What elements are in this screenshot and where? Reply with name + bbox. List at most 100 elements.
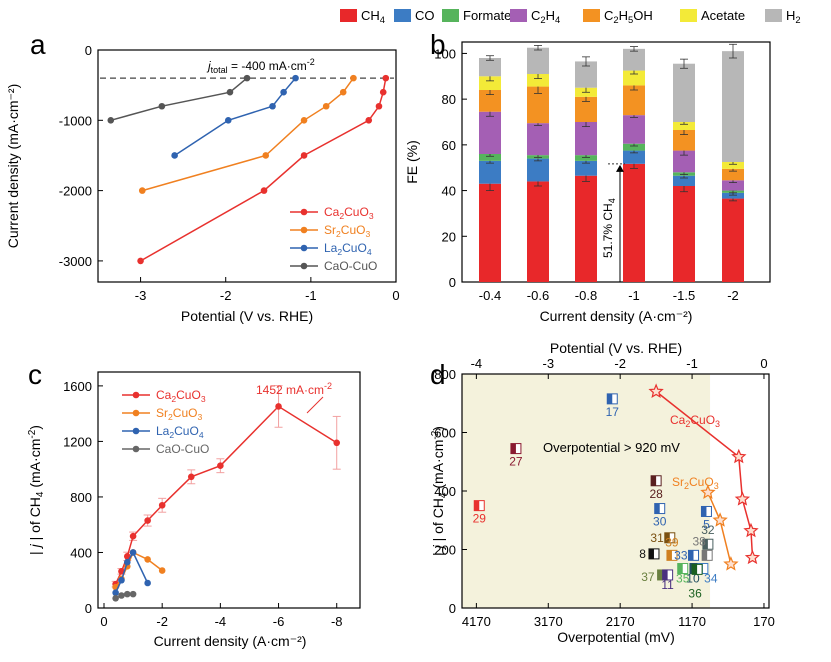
top-x-axis-label: Potential (V vs. RHE) xyxy=(550,340,682,356)
y-axis-label: FE (%) xyxy=(404,140,420,184)
x-tick-label: -0.8 xyxy=(575,288,597,303)
star-marker xyxy=(744,549,761,565)
x-tick-label: 0 xyxy=(392,288,399,303)
legend-marker xyxy=(132,427,140,435)
legend-marker xyxy=(132,409,140,417)
reference-marker-fill xyxy=(651,475,657,486)
y-tick-label: 0 xyxy=(85,43,92,58)
reference-marker-fill xyxy=(648,548,654,559)
y-tick-label: 60 xyxy=(442,138,456,153)
reference-label: 32 xyxy=(701,523,715,537)
shaded-region-label: Overpotential > 920 mV xyxy=(543,440,680,455)
y-tick-label: 20 xyxy=(442,229,456,244)
bar-segment xyxy=(479,160,501,184)
bar-segment xyxy=(673,150,695,173)
reference-marker-fill xyxy=(662,569,668,580)
x-axis-label: Overpotential (mV) xyxy=(557,629,674,645)
bar-segment xyxy=(722,198,744,282)
reference-label: 28 xyxy=(649,487,663,501)
x-tick-label: -4 xyxy=(215,614,227,629)
series-label-ca2cuo3: Ca2CuO3 xyxy=(670,413,720,429)
bar-segment xyxy=(479,90,501,112)
reference-marker-fill xyxy=(654,503,660,514)
data-point xyxy=(158,102,166,110)
bar-segment xyxy=(722,180,744,191)
reference-label: 35 xyxy=(676,572,690,586)
data-point xyxy=(129,590,137,598)
data-point xyxy=(137,257,144,265)
panel-b: b 0 20 40 60 80 100 -0.4 -0.6 -0.8 -1 -1.5 -2 51.7%… xyxy=(404,29,771,324)
bar-segment xyxy=(623,70,645,86)
reference-label: 10 xyxy=(686,572,700,586)
bar-segment xyxy=(527,158,549,182)
bar-segment xyxy=(623,150,645,164)
legend-label: CaO-CuO xyxy=(324,259,377,273)
y-axis-label: | j | of CH4 (mA·cm-2) xyxy=(430,426,449,556)
bar-segment xyxy=(479,76,501,90)
bar-segment xyxy=(673,130,695,151)
reference-marker-fill xyxy=(702,550,708,561)
legend-label: Ca2CuO3 xyxy=(156,388,206,404)
x-tick-label: -2 xyxy=(220,288,232,303)
data-point xyxy=(382,74,390,82)
legend-marker xyxy=(132,391,140,399)
x-tick-label: -0.6 xyxy=(527,288,549,303)
x-tick-label: -2 xyxy=(156,614,168,629)
x-axis-label: Current density (A·cm⁻²) xyxy=(154,633,307,649)
data-point xyxy=(226,88,234,96)
overpotential-shaded-region xyxy=(462,374,711,608)
reference-marker-fill xyxy=(688,550,694,561)
y-axis-label: Current density (mA·cm⁻²) xyxy=(5,84,21,249)
star-marker xyxy=(712,512,728,527)
data-point xyxy=(275,403,282,410)
x-axis-label: Current density (A·cm⁻²) xyxy=(540,308,693,324)
legend-label: Sr2CuO3 xyxy=(156,406,202,422)
y-tick-label: 0 xyxy=(449,275,456,290)
legend-label: Ca2CuO3 xyxy=(324,205,374,221)
bar-segment xyxy=(575,155,597,161)
y-tick-label: 800 xyxy=(70,490,92,505)
reference-marker-fill xyxy=(474,500,480,511)
x-tick-label: 4170 xyxy=(462,614,491,629)
data-point xyxy=(333,439,341,447)
panel-d: d 4170 3170 2170 1170 170 -4 -3 -2 -1 0 0 200 400 600… xyxy=(430,340,775,645)
bar-segment xyxy=(722,192,744,199)
reference-marker-fill xyxy=(607,393,613,404)
data-point xyxy=(112,594,119,602)
x-tick-label: 170 xyxy=(753,614,775,629)
legend-label: La2CuO4 xyxy=(324,241,372,257)
bar-segment xyxy=(575,175,597,282)
legend-marker xyxy=(132,445,140,453)
bar-segment xyxy=(527,181,549,282)
data-point xyxy=(118,592,125,599)
legend-swatch xyxy=(680,9,697,22)
reference-label: 38 xyxy=(692,534,706,548)
bar-segment xyxy=(479,58,501,77)
data-point xyxy=(260,187,268,194)
data-point xyxy=(112,589,119,597)
ch4-annotation: 51.7% CH4 xyxy=(601,163,625,282)
data-point xyxy=(123,553,131,560)
data-point xyxy=(262,152,270,159)
y-tick-label: 400 xyxy=(434,484,456,499)
legend-swatch xyxy=(340,9,357,22)
reference-label: 36 xyxy=(688,586,702,600)
bar-segment xyxy=(623,163,645,282)
reference-marker-fill xyxy=(510,443,516,454)
legend-marker xyxy=(300,208,308,216)
y-tick-label: 200 xyxy=(434,543,456,558)
reference-marker-fill xyxy=(701,506,707,517)
reference-label: 31 xyxy=(650,531,664,545)
y-tick-label: -2000 xyxy=(59,184,92,199)
x-tick-label: -6 xyxy=(273,614,285,629)
legend-label: Sr2CuO3 xyxy=(324,223,370,239)
y-tick-label: -3000 xyxy=(59,254,92,269)
x-tick-label: 1170 xyxy=(678,614,706,629)
data-point xyxy=(375,102,383,110)
bar-segment xyxy=(673,175,695,186)
bar-segment xyxy=(722,162,744,169)
data-point xyxy=(158,501,166,509)
x-tick-label: -1.5 xyxy=(673,288,695,303)
data-point xyxy=(144,556,151,563)
